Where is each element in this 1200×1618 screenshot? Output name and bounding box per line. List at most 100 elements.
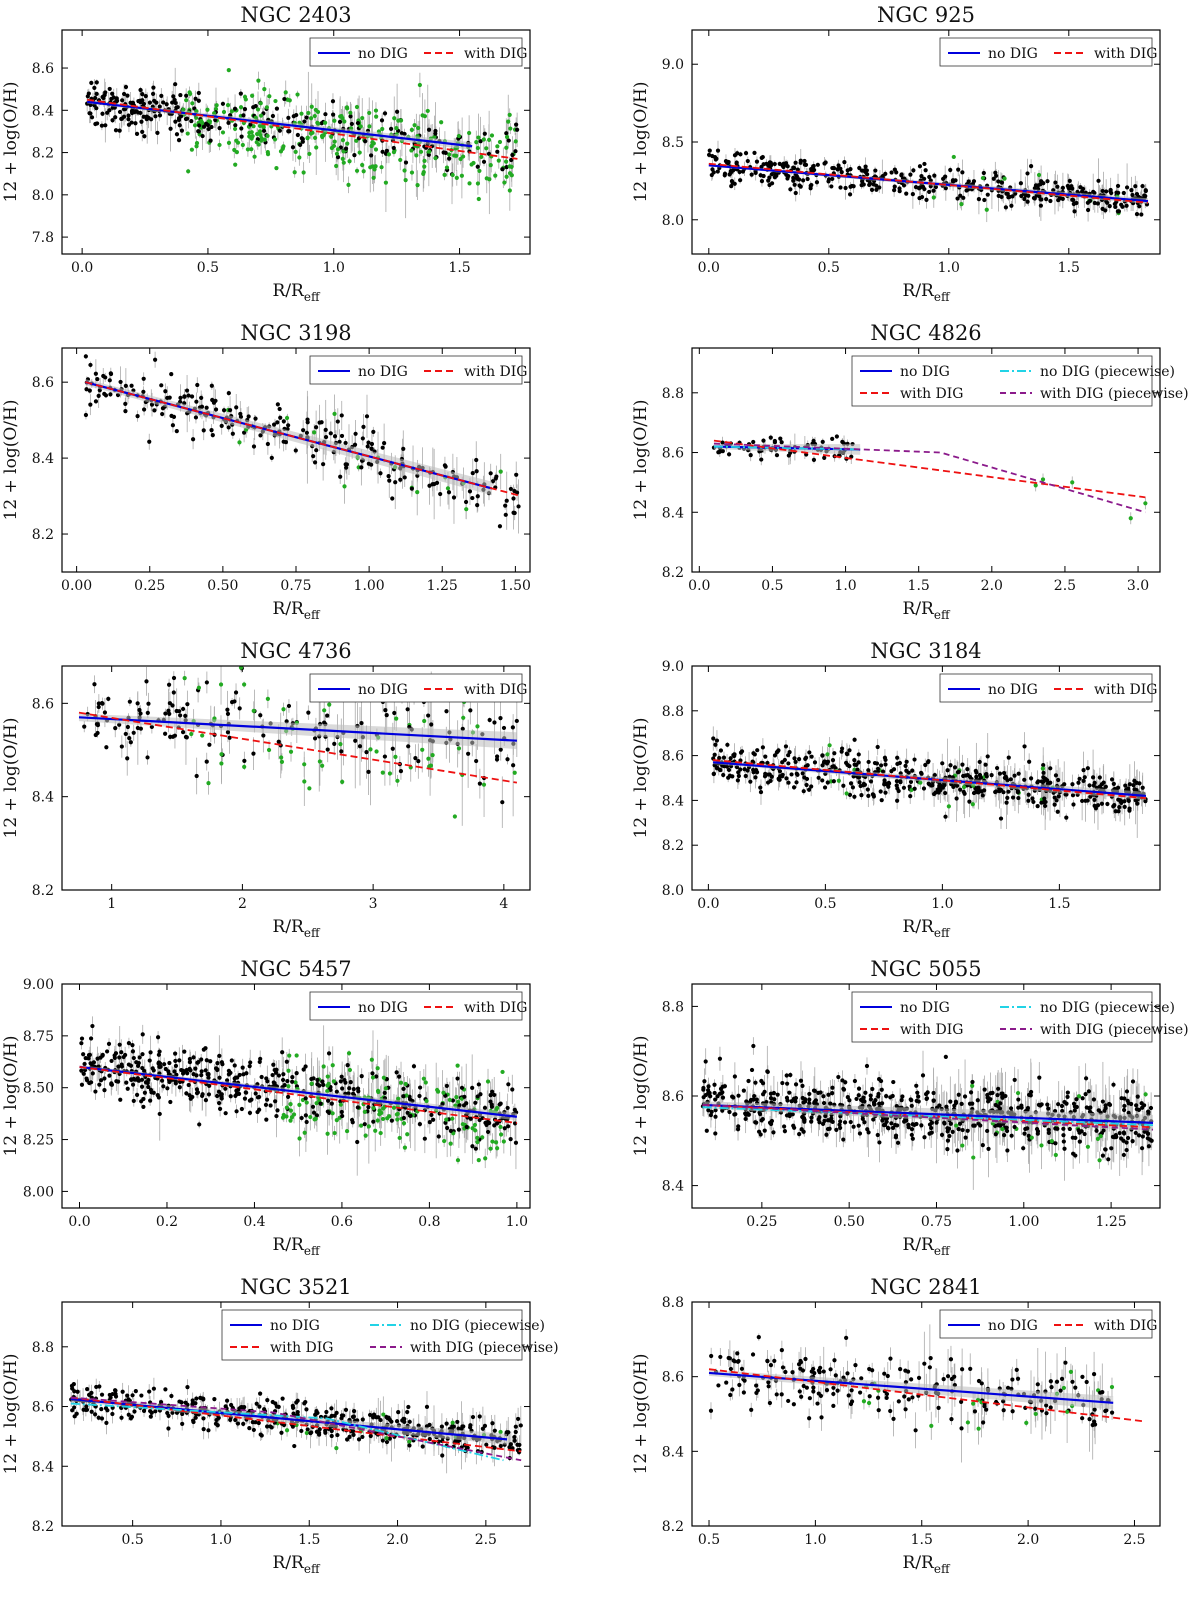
data-point bbox=[146, 701, 151, 706]
data-point bbox=[1115, 785, 1121, 790]
data-point-dig bbox=[354, 168, 360, 173]
data-point bbox=[707, 148, 712, 153]
data-point-dig bbox=[332, 139, 337, 144]
data-point-dig bbox=[946, 804, 951, 809]
data-point bbox=[398, 768, 404, 774]
data-point bbox=[1005, 795, 1010, 801]
data-point bbox=[227, 408, 233, 413]
x-axis-label: R/Reff bbox=[903, 281, 951, 304]
data-point bbox=[170, 100, 175, 105]
data-point bbox=[516, 504, 521, 509]
data-point bbox=[745, 768, 750, 773]
data-point bbox=[982, 197, 987, 203]
data-point bbox=[204, 405, 209, 410]
x-tick-label: 0.5 bbox=[818, 260, 840, 276]
data-point bbox=[193, 96, 198, 101]
data-point bbox=[736, 773, 741, 779]
data-point bbox=[1006, 789, 1011, 794]
data-point bbox=[933, 790, 938, 795]
data-point bbox=[835, 167, 840, 172]
data-point bbox=[758, 173, 763, 178]
data-point-dig bbox=[371, 175, 376, 180]
data-point bbox=[997, 771, 1003, 776]
data-point bbox=[510, 152, 515, 158]
y-tick-label: 8.2 bbox=[32, 146, 54, 162]
data-point bbox=[286, 703, 292, 709]
data-point bbox=[1019, 193, 1024, 199]
data-point bbox=[753, 170, 758, 176]
data-point bbox=[1048, 198, 1053, 204]
data-point bbox=[121, 107, 127, 112]
data-point bbox=[194, 773, 199, 779]
data-point bbox=[839, 749, 844, 754]
data-point bbox=[359, 720, 364, 726]
data-point bbox=[429, 722, 434, 727]
plot-frame bbox=[61, 665, 531, 891]
data-point-dig bbox=[196, 685, 202, 690]
data-point bbox=[127, 736, 132, 741]
data-point-dig bbox=[509, 173, 514, 178]
x-tick-label: 0.8 bbox=[418, 1214, 440, 1230]
data-point bbox=[1135, 801, 1140, 806]
data-point bbox=[338, 474, 343, 479]
data-point-dig bbox=[252, 154, 257, 159]
data-point bbox=[145, 710, 150, 715]
data-point-dig bbox=[484, 146, 489, 151]
data-point bbox=[130, 110, 135, 116]
data-point bbox=[804, 782, 809, 788]
data-point bbox=[94, 80, 99, 85]
data-point bbox=[512, 510, 517, 516]
data-point bbox=[369, 441, 375, 447]
data-point-dig bbox=[327, 702, 332, 707]
x-tick-label: 4 bbox=[499, 896, 508, 912]
legend-label-with-dig: with DIG bbox=[1094, 682, 1158, 698]
data-point bbox=[103, 123, 108, 128]
data-point bbox=[275, 420, 280, 425]
data-point bbox=[1012, 773, 1017, 778]
y-tick-label: 8.2 bbox=[662, 565, 684, 581]
data-point-dig bbox=[1040, 766, 1045, 771]
data-point bbox=[710, 153, 715, 159]
data-point bbox=[895, 798, 900, 803]
data-point bbox=[1074, 200, 1079, 206]
data-point bbox=[353, 738, 358, 743]
data-point bbox=[971, 790, 977, 796]
data-point bbox=[311, 454, 316, 459]
data-point bbox=[1044, 196, 1049, 202]
data-point bbox=[889, 170, 894, 175]
data-point bbox=[880, 769, 886, 774]
data-point bbox=[803, 162, 809, 167]
data-point-dig bbox=[249, 147, 254, 152]
data-layer bbox=[83, 351, 522, 534]
data-point bbox=[1018, 181, 1023, 186]
data-point bbox=[967, 774, 973, 779]
data-point-dig bbox=[184, 98, 189, 103]
data-point bbox=[883, 790, 888, 795]
data-point bbox=[438, 491, 443, 497]
data-point-dig bbox=[243, 97, 248, 102]
data-point bbox=[1133, 184, 1138, 189]
data-point bbox=[241, 113, 246, 118]
data-point-dig bbox=[234, 150, 239, 155]
legend-label-with-dig: with DIG bbox=[464, 364, 528, 380]
data-point bbox=[883, 762, 888, 767]
data-point-dig bbox=[284, 415, 290, 421]
data-point-dig bbox=[959, 201, 964, 207]
data-point bbox=[1127, 806, 1132, 811]
data-point bbox=[444, 709, 449, 714]
data-point-dig bbox=[305, 135, 310, 140]
data-point bbox=[290, 145, 296, 150]
data-point bbox=[1038, 179, 1044, 184]
data-point bbox=[118, 379, 123, 385]
y-tick-label: 8.50 bbox=[23, 1081, 54, 1097]
data-point bbox=[1016, 771, 1021, 776]
data-point bbox=[761, 438, 766, 443]
data-point bbox=[113, 128, 119, 133]
x-tick-label: 0.2 bbox=[156, 1214, 178, 1230]
x-tick-label: 0.0 bbox=[71, 260, 93, 276]
data-point-dig bbox=[358, 124, 363, 129]
data-point-dig bbox=[194, 141, 200, 146]
data-point bbox=[863, 169, 868, 174]
data-point bbox=[1003, 774, 1008, 779]
data-point bbox=[95, 377, 100, 382]
